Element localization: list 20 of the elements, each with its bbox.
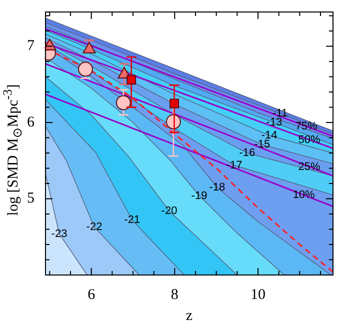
x-tick-label: 10	[250, 286, 266, 303]
annotation: -16	[239, 147, 256, 160]
annotation: 75%	[295, 120, 318, 132]
point	[170, 98, 179, 108]
y-tick-label: 6	[27, 114, 35, 130]
annotation: -15	[254, 138, 270, 151]
annotation: -22	[86, 221, 102, 234]
annotation: -20	[161, 204, 178, 217]
annotation: -13	[266, 116, 282, 129]
point	[116, 95, 131, 110]
x-axis-title: z	[186, 308, 193, 324]
annotation: -21	[124, 214, 140, 226]
x-tick-label: 8	[170, 286, 178, 303]
x-tick-label: 6	[88, 286, 96, 303]
annotation: -18	[209, 181, 226, 194]
annotation: -23	[51, 228, 68, 240]
y-tick-label: 7	[27, 38, 35, 54]
y-tick-label: 5	[27, 190, 34, 207]
annotation: -19	[191, 190, 208, 202]
point	[126, 75, 136, 85]
